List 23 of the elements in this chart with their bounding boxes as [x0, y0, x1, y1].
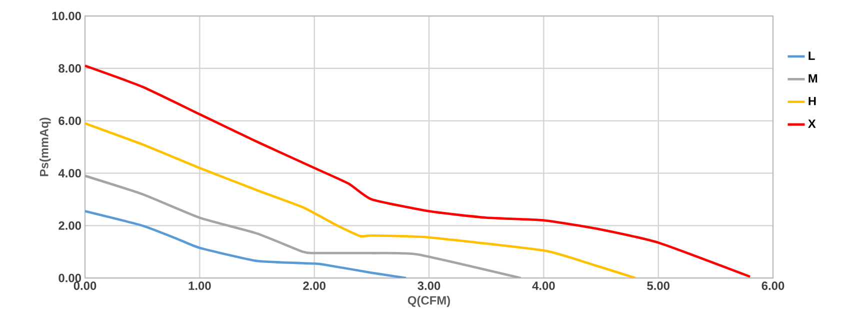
y-tick-label: 0.00	[58, 274, 81, 282]
legend-label: M	[808, 74, 818, 83]
legend-label: X	[808, 120, 816, 128]
y-tick-label: 2.00	[58, 221, 81, 230]
y-tick-label: 4.00	[58, 168, 81, 178]
y-tick-label: 10.00	[52, 12, 81, 20]
y-axis-title: Ps(mmAq)	[40, 118, 51, 176]
x-tick-label: 1.00	[188, 282, 211, 290]
y-tick-label: 8.00	[58, 64, 81, 73]
line-series	[85, 122, 637, 278]
y-tick-label: 6.00	[58, 116, 81, 126]
x-tick-label: 6.00	[762, 282, 784, 290]
line-series	[85, 174, 522, 278]
line-series	[85, 210, 408, 278]
x-tick-label: 5.00	[647, 282, 670, 290]
x-axis-title: Q(CFM)	[408, 296, 450, 307]
legend-label: L	[808, 52, 815, 60]
x-tick-label: 4.00	[532, 282, 555, 290]
x-tick-label: 3.00	[418, 282, 440, 290]
legend-label: H	[808, 96, 816, 106]
x-tick-label: 0.00	[74, 282, 96, 290]
x-tick-label: 2.00	[303, 282, 326, 290]
line-series	[85, 64, 752, 278]
